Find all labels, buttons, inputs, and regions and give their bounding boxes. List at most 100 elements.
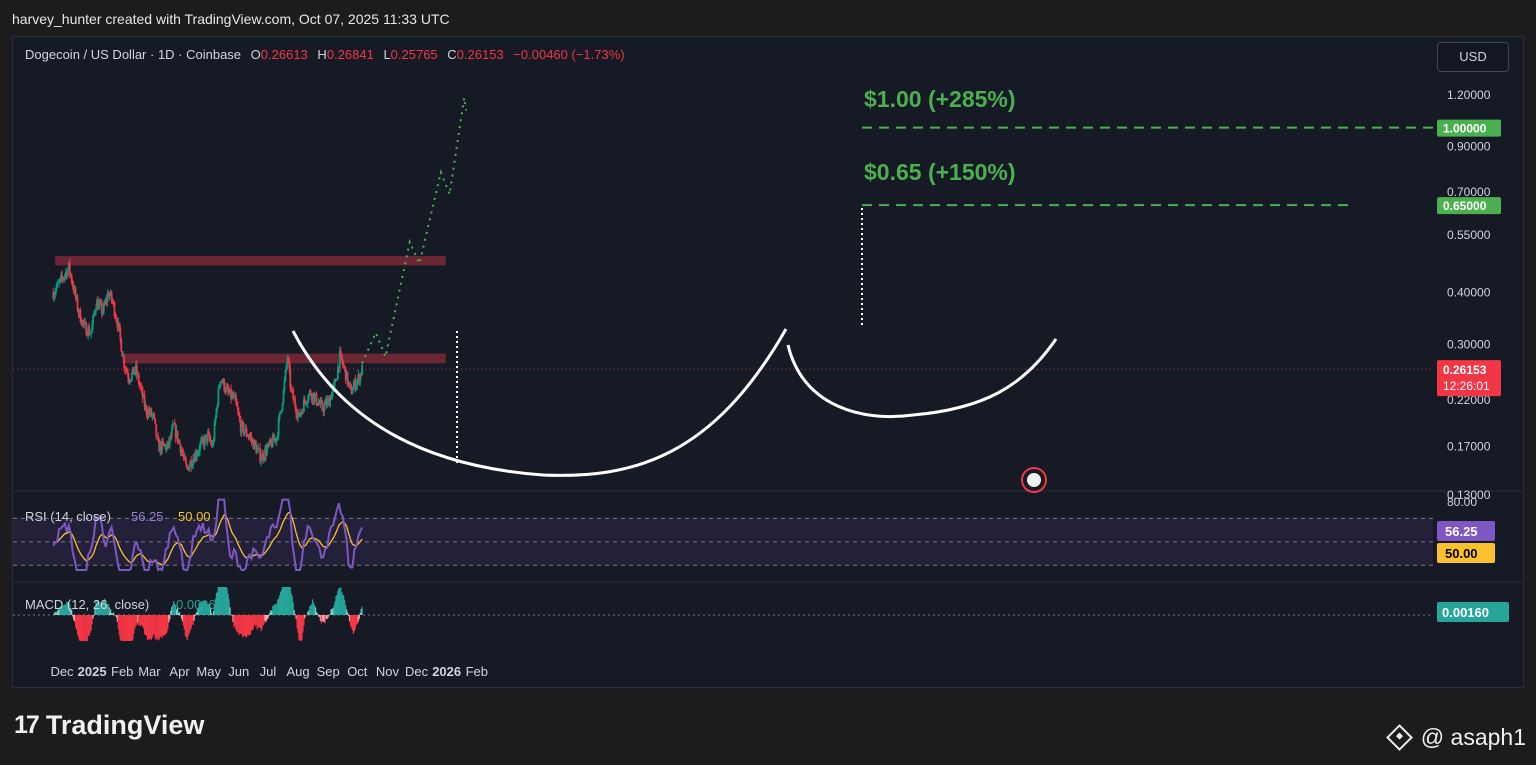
candle-body (166, 441, 169, 446)
candle-body (125, 369, 128, 371)
candle-body (278, 413, 281, 419)
x-tick-label: Feb (466, 664, 488, 679)
candle-body (172, 423, 175, 425)
candle-body (289, 368, 292, 387)
x-tick-label: 2025 (78, 664, 107, 679)
candle-body (268, 439, 271, 445)
candle-body (85, 322, 88, 336)
candle-body (349, 384, 352, 388)
candle-body (135, 364, 138, 375)
candle-body (147, 410, 150, 416)
candle-body (226, 386, 229, 388)
candle-body (98, 302, 101, 304)
candle-body (329, 397, 332, 407)
candle-body (98, 303, 100, 310)
candle-body (304, 400, 307, 404)
candle-body (165, 445, 167, 450)
candle-body (228, 391, 230, 394)
candle-body (180, 450, 183, 453)
candle-body (247, 436, 250, 438)
candle-body (110, 291, 113, 301)
candle-body (300, 412, 302, 417)
candle-body (248, 436, 251, 438)
candle-body (234, 394, 236, 396)
candle-body (207, 432, 210, 434)
cup-arc (291, 328, 788, 477)
last-price-tag-bg (1437, 360, 1501, 397)
close-value: 0.26153 (456, 47, 504, 62)
candle-body (208, 433, 211, 440)
candle-body (276, 436, 279, 438)
rsi-value-tag-bg (1437, 521, 1495, 541)
candle-body (56, 282, 59, 288)
candle-body (123, 356, 126, 369)
candle-body (287, 357, 290, 362)
candle-body (159, 442, 162, 452)
candle-body (174, 423, 177, 438)
candle-body (220, 380, 223, 382)
candle-body (297, 413, 299, 418)
candle-body (227, 387, 230, 392)
x-tick-label: Oct (347, 664, 368, 679)
candle-body (296, 413, 298, 418)
y-tick-label: 0.17000 (1447, 440, 1491, 454)
candle-body (222, 379, 225, 383)
bar-countdown: 12:26:01 (1443, 379, 1490, 393)
candle-body (249, 436, 252, 438)
rsi-legend: RSI (14, close) (25, 509, 111, 524)
candle-body (103, 303, 106, 305)
open-value: 0.26613 (260, 47, 308, 62)
candle-body (173, 423, 176, 425)
tradingview-logo[interactable]: 17 TradingView (14, 710, 204, 741)
candle-body (281, 403, 284, 411)
candle-body (92, 315, 94, 325)
candle-body (179, 444, 182, 453)
candle-body (52, 292, 55, 299)
candle-body (325, 400, 328, 406)
candle-body (212, 440, 215, 445)
candle-body (245, 428, 248, 436)
candle-body (64, 274, 66, 278)
macd-histogram (52, 587, 363, 641)
candle-body (223, 379, 226, 391)
candle-body (132, 367, 134, 373)
candle-body (272, 435, 275, 441)
currency-button[interactable]: USD (1437, 42, 1509, 72)
candle-body (131, 372, 133, 380)
candle-body (118, 322, 121, 329)
price-tag-0.65-bg (1437, 197, 1501, 215)
candle-body (59, 278, 61, 282)
candle-body (221, 380, 224, 383)
candle-body (200, 438, 203, 442)
candle-body (216, 405, 219, 409)
candle-body (193, 458, 196, 463)
candle-body (148, 410, 151, 414)
candle-body (104, 299, 107, 304)
candle-body (78, 309, 81, 314)
candle-body (53, 294, 56, 299)
candle-body (145, 405, 148, 414)
y-tick-label: 1.20000 (1447, 88, 1491, 102)
candle-body (354, 379, 357, 390)
macd-legend-value: 0.00160 (176, 597, 223, 612)
candle-body (67, 262, 70, 269)
candle-body (352, 385, 355, 392)
candle-body (274, 438, 277, 442)
candle-body (82, 320, 85, 324)
candle-body (127, 372, 129, 378)
candle-body (288, 361, 291, 369)
price-chart[interactable]: $1.00 (+285%) $0.65 (+150%) 1.20000 0.90000… (13, 37, 1523, 687)
candle-body (269, 439, 272, 443)
candle-body (239, 420, 242, 433)
candle-body (268, 443, 270, 445)
candle-body (167, 441, 170, 445)
candle-body (77, 310, 80, 314)
candle-body (176, 430, 179, 442)
candle-body (102, 303, 105, 313)
candle-body (257, 448, 260, 450)
candle-body (178, 440, 181, 445)
candle-body (57, 282, 60, 284)
candle-body (185, 461, 188, 467)
candle-body (262, 453, 264, 460)
candle-body (252, 439, 255, 449)
